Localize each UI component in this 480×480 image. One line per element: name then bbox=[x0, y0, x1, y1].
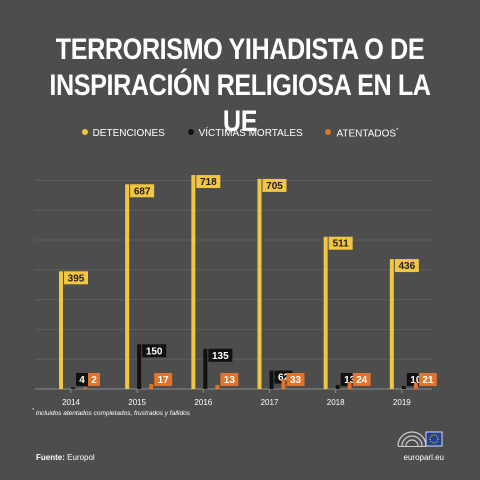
x-tick-label: 2019 bbox=[393, 398, 411, 407]
legend-item-victimas: VÍCTIMAS MORTALES bbox=[187, 128, 303, 140]
bar-victimas bbox=[137, 344, 142, 389]
bar-victimas bbox=[71, 387, 75, 389]
data-label-atentados: 21 bbox=[422, 375, 434, 386]
data-label-box-detenciones bbox=[262, 178, 287, 192]
bar-detenciones bbox=[389, 259, 394, 389]
data-label-atentados: 17 bbox=[158, 375, 170, 386]
data-label-victimas: 10 bbox=[410, 375, 422, 386]
data-label-box-atentados bbox=[286, 373, 305, 386]
footnote: * Incluidos atentados completados, frust… bbox=[32, 408, 190, 417]
data-label-atentados: 13 bbox=[224, 375, 236, 386]
data-label-box-atentados bbox=[418, 373, 437, 386]
bar-victimas bbox=[401, 386, 406, 389]
data-label-box-detenciones bbox=[130, 184, 155, 198]
site-url: europarl.eu bbox=[403, 453, 444, 462]
data-label-detenciones: 436 bbox=[398, 261, 415, 272]
source-label: Fuente: bbox=[36, 453, 65, 462]
x-tick-label: 2014 bbox=[62, 398, 80, 407]
data-label-box-victimas bbox=[76, 373, 88, 386]
legend-dot-victimas bbox=[187, 129, 194, 136]
x-tick-label: 2017 bbox=[261, 398, 279, 407]
legend-atentados-mark: * bbox=[396, 128, 399, 134]
bar-victimas bbox=[335, 385, 340, 389]
data-label-detenciones: 395 bbox=[68, 273, 85, 284]
legend-label-victimas: VÍCTIMAS MORTALES bbox=[198, 128, 303, 140]
data-label-box-detenciones bbox=[328, 236, 353, 250]
data-label-detenciones: 511 bbox=[333, 239, 350, 250]
source-value: Europol bbox=[67, 453, 95, 462]
bar-atentados bbox=[281, 379, 286, 389]
bar-detenciones bbox=[59, 271, 63, 389]
footnote-text: Incluidos atentados completados, frustra… bbox=[35, 410, 191, 418]
data-label-victimas: 135 bbox=[212, 351, 229, 362]
data-label-victimas: 13 bbox=[344, 375, 356, 386]
data-label-box-detenciones bbox=[64, 271, 88, 285]
data-label-atentados: 33 bbox=[290, 375, 302, 386]
data-label-box-atentados bbox=[154, 373, 173, 386]
legend-item-atentados: ATENTADOS* bbox=[325, 128, 398, 139]
data-label-box-victimas bbox=[208, 348, 233, 362]
data-label-box-detenciones bbox=[196, 175, 221, 189]
bar-detenciones bbox=[323, 236, 328, 389]
data-label-box-atentados bbox=[220, 373, 239, 386]
legend-dot-detenciones bbox=[81, 129, 88, 136]
bar-atentados bbox=[215, 385, 220, 389]
bar-atentados bbox=[413, 382, 418, 389]
data-label-victimas: 4 bbox=[79, 375, 85, 386]
data-label-box-atentados bbox=[88, 373, 100, 386]
chart-title: TERRORISMO YIHADISTA O DE INSPIRACIÓN RE… bbox=[38, 32, 441, 140]
title-line-2: INSPIRACIÓN RELIGIOSA EN LA UE bbox=[49, 69, 431, 138]
legend: DETENCIONES VÍCTIMAS MORTALES ATENTADOS* bbox=[0, 128, 480, 139]
bar-victimas bbox=[203, 348, 208, 389]
x-tick-label: 2018 bbox=[327, 398, 345, 407]
bar-detenciones bbox=[125, 184, 130, 389]
data-label-detenciones: 718 bbox=[200, 177, 217, 188]
legend-label-atentados: ATENTADOS bbox=[336, 128, 397, 140]
bar-atentados bbox=[347, 381, 352, 389]
data-label-victimas: 62 bbox=[278, 373, 290, 384]
bar-detenciones bbox=[257, 178, 262, 389]
data-label-atentados: 2 bbox=[91, 375, 97, 386]
bar-detenciones bbox=[191, 175, 196, 389]
data-label-detenciones: 705 bbox=[266, 181, 283, 192]
european-parliament-logo bbox=[397, 431, 443, 447]
x-tick-label: 2016 bbox=[194, 398, 212, 407]
legend-item-detenciones: DETENCIONES bbox=[81, 128, 165, 140]
data-label-atentados: 24 bbox=[356, 375, 368, 386]
data-label-detenciones: 687 bbox=[134, 186, 151, 197]
source: Fuente: Europol bbox=[36, 453, 95, 462]
data-label-box-victimas bbox=[142, 344, 167, 358]
data-label-box-atentados bbox=[352, 373, 371, 386]
title-line-1: TERRORISMO YIHADISTA O DE bbox=[55, 33, 425, 66]
bar-atentados bbox=[149, 383, 154, 389]
bar-victimas bbox=[269, 370, 274, 389]
bar-atentados bbox=[83, 387, 87, 389]
data-label-box-detenciones bbox=[394, 259, 419, 273]
legend-dot-atentados bbox=[325, 129, 332, 136]
footnote-mark: * bbox=[32, 408, 34, 414]
x-tick-label: 2015 bbox=[128, 398, 146, 407]
data-label-victimas: 150 bbox=[146, 346, 163, 357]
legend-label-detenciones: DETENCIONES bbox=[92, 128, 165, 140]
